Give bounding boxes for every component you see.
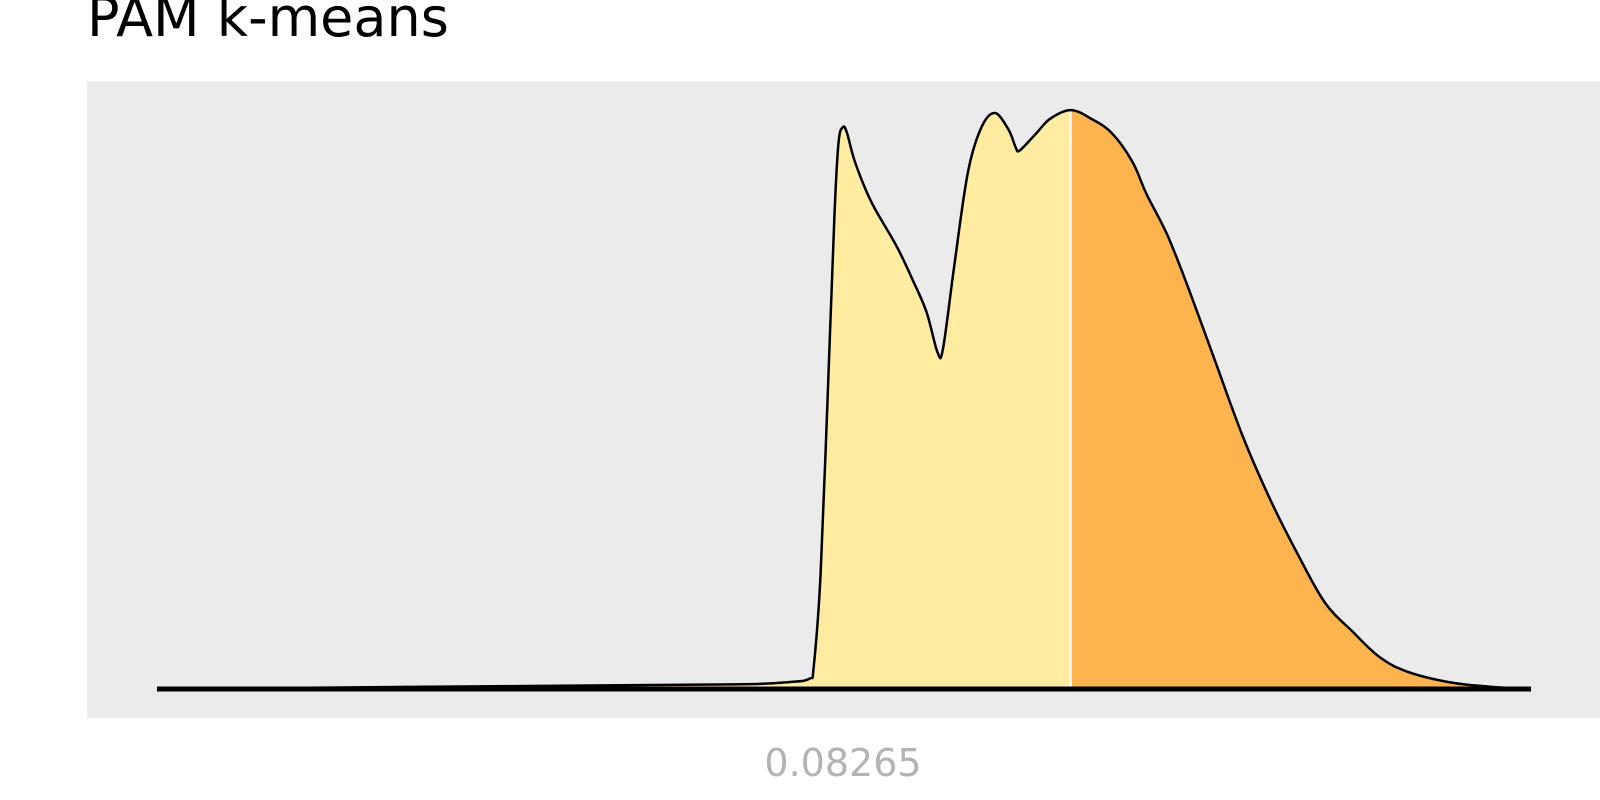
- x-tick-label: 0.08265: [764, 741, 921, 785]
- density-outline: [156, 108, 1532, 691]
- chart-title: PAM k-means: [87, 0, 449, 49]
- density-fill-cluster-1: [157, 110, 1071, 690]
- density-fill-cluster-2: [1070, 110, 1531, 690]
